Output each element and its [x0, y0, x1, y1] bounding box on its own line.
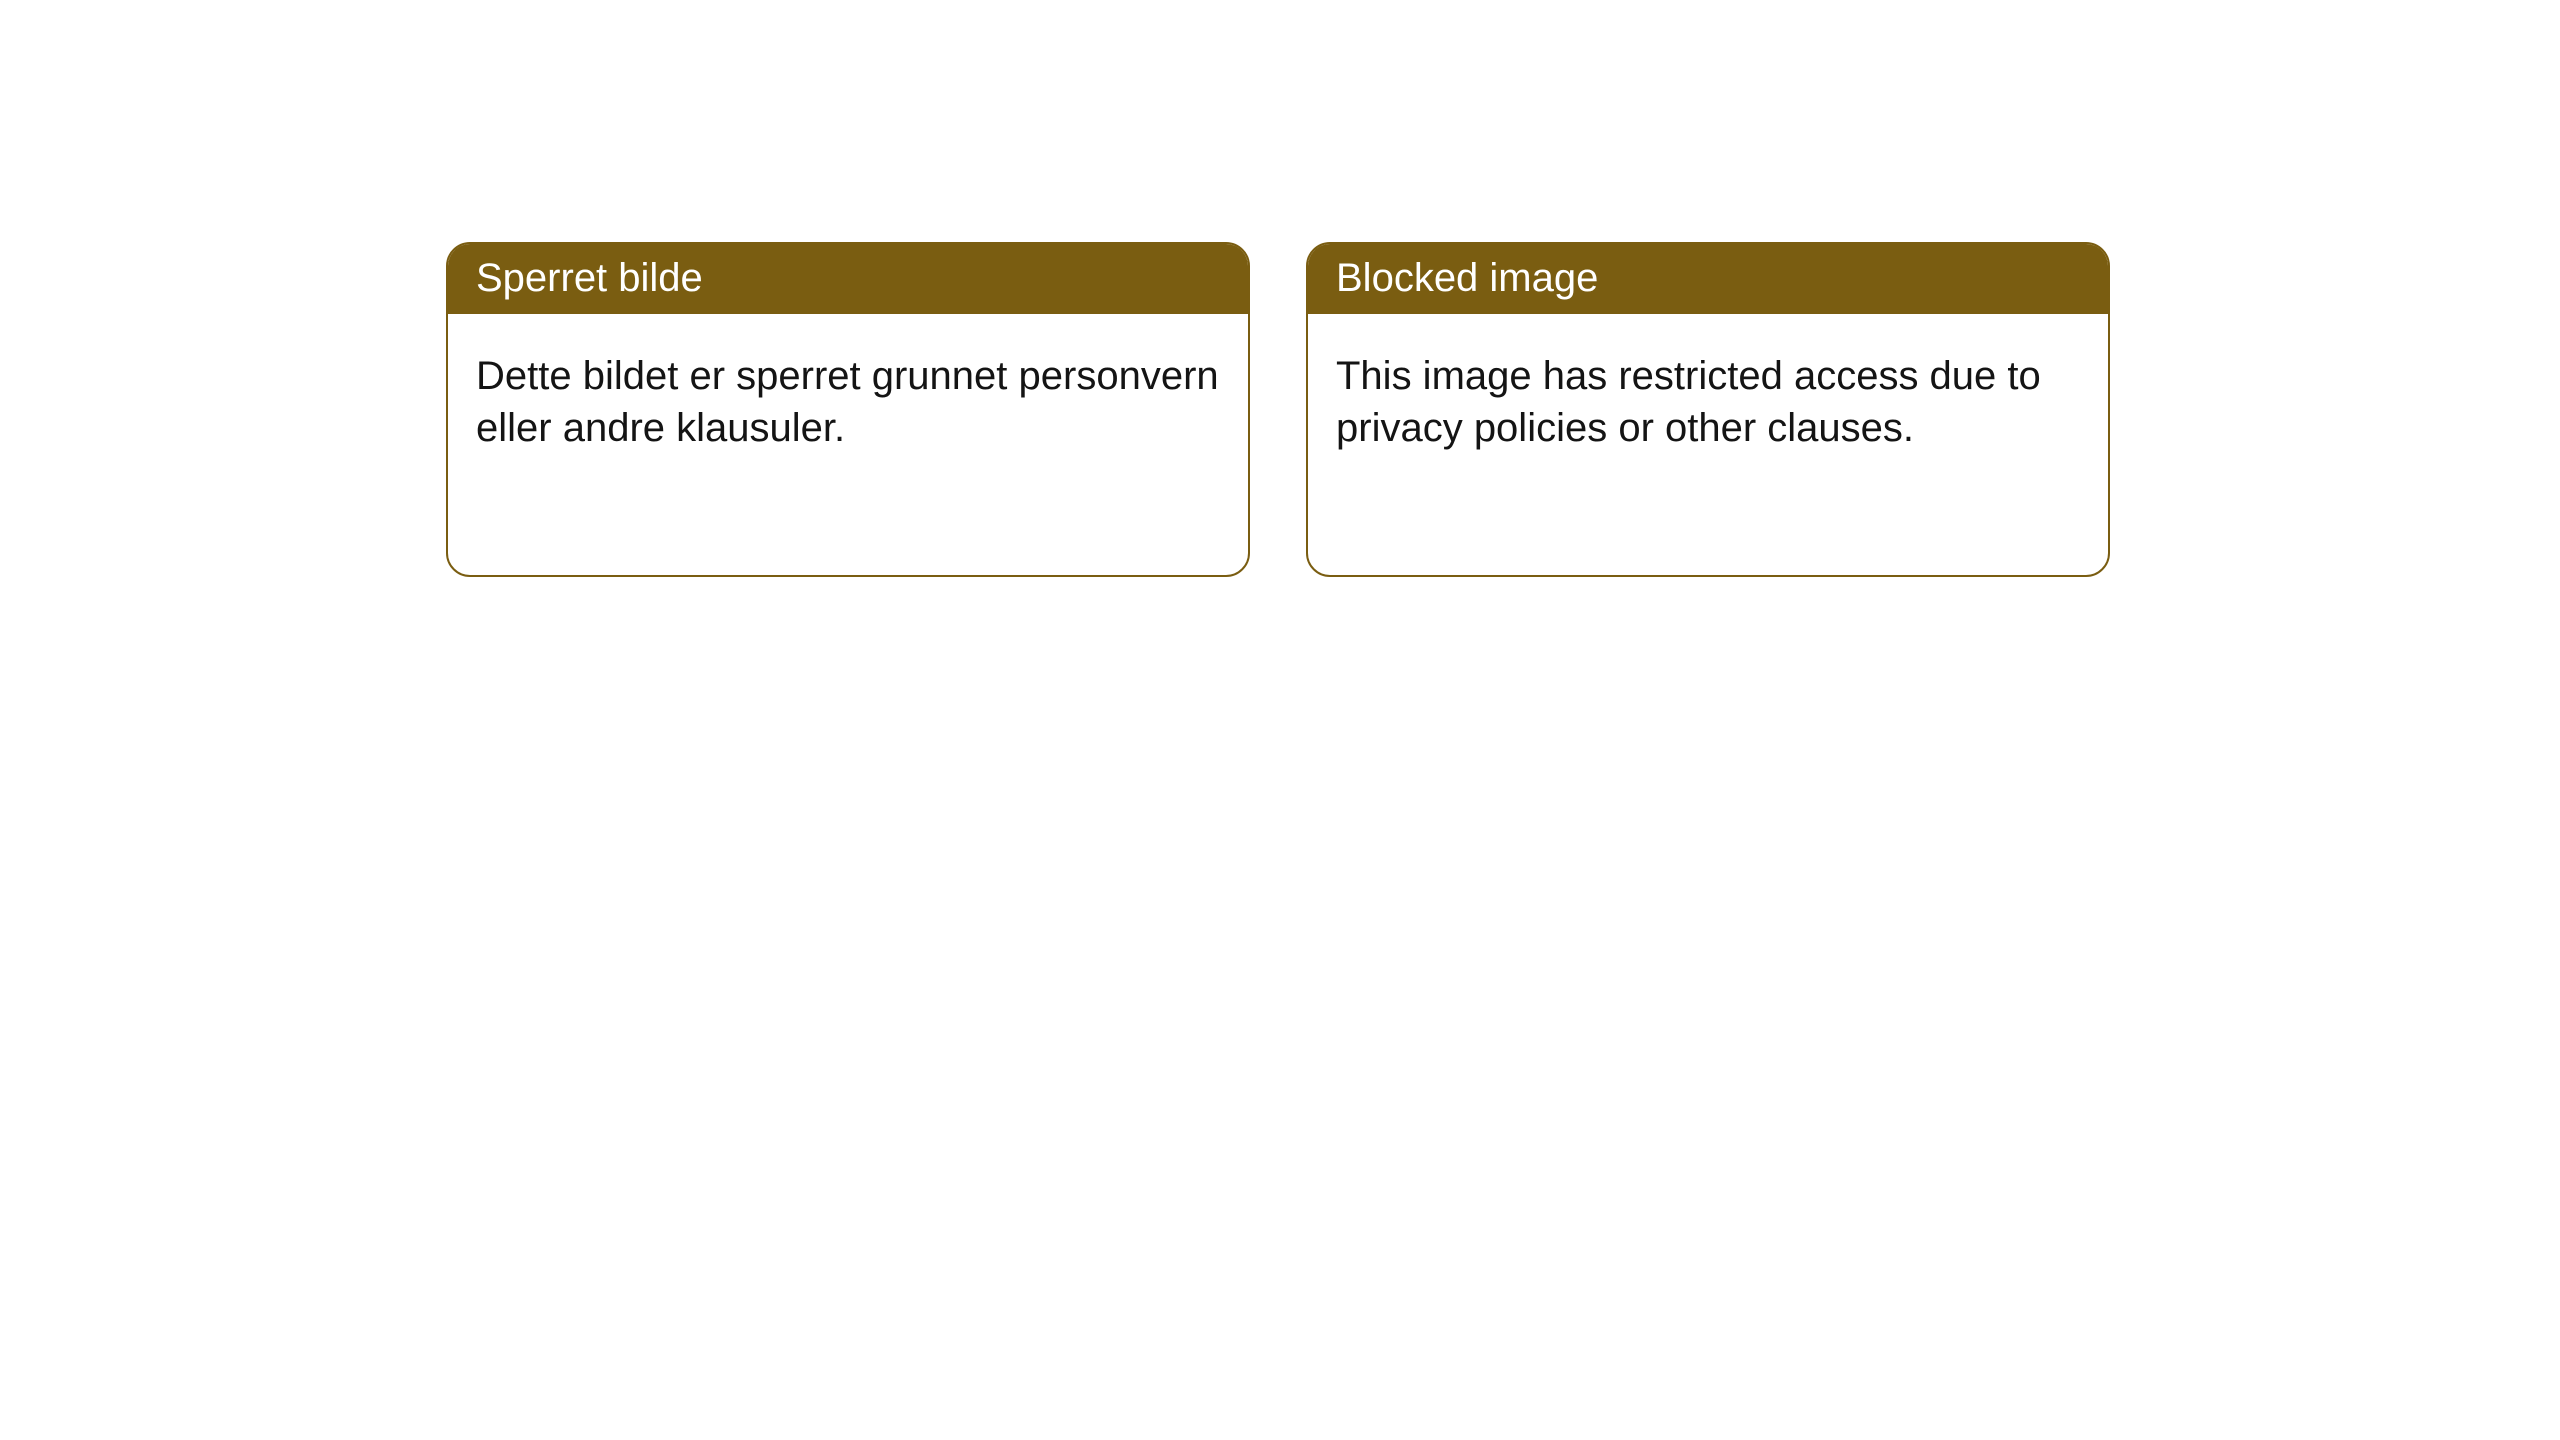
- notice-body-text: Dette bildet er sperret grunnet personve…: [448, 314, 1248, 474]
- notice-title: Blocked image: [1308, 244, 2108, 314]
- notice-title: Sperret bilde: [448, 244, 1248, 314]
- notice-body-text: This image has restricted access due to …: [1308, 314, 2108, 474]
- notice-card-english: Blocked image This image has restricted …: [1306, 242, 2110, 577]
- notice-card-norwegian: Sperret bilde Dette bildet er sperret gr…: [446, 242, 1250, 577]
- notice-container: Sperret bilde Dette bildet er sperret gr…: [0, 0, 2560, 577]
